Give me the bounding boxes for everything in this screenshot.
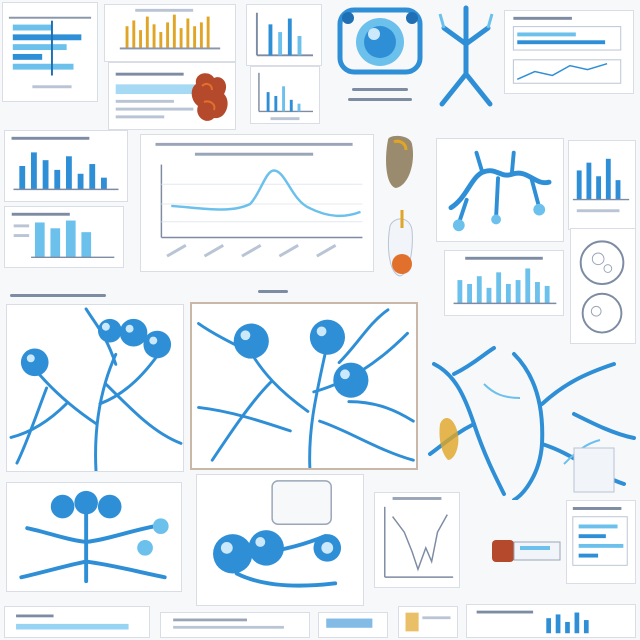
organ-illustration-icon xyxy=(191,73,228,121)
bottom-bars-sketch xyxy=(16,614,129,630)
bar-chart-icon xyxy=(572,158,630,213)
tile-bottom-strip-3 xyxy=(318,612,388,638)
tile-bottom-strip-5 xyxy=(466,604,636,638)
bar-strip-sketch xyxy=(119,8,221,50)
tile-bottom-strip-2 xyxy=(160,612,310,638)
blue-branching-vessel-icon xyxy=(428,346,636,500)
tile-tall-bar-strip xyxy=(104,4,236,62)
tile-bar-chart-right-1 xyxy=(568,140,636,230)
tile-bottom-strip-4 xyxy=(398,606,458,638)
tile-blue-ring-device xyxy=(334,4,426,78)
blue-ring-icon xyxy=(337,7,423,75)
tile-bubble-branch-left xyxy=(6,482,182,592)
tile-main-line-graph xyxy=(140,134,374,272)
mini-bar-sketch xyxy=(255,12,314,57)
tile-bubble-tree-left xyxy=(6,304,184,472)
circle-diagram-sketch xyxy=(579,240,625,334)
bottom-strip-sketch xyxy=(405,612,451,632)
blue-branching-vessel-icon xyxy=(438,5,494,107)
tile-vessel-tree-top xyxy=(434,4,498,122)
bar-table-sketch xyxy=(8,16,92,89)
bottom-strip-sketch xyxy=(173,618,284,629)
seed-illustration-icon xyxy=(386,135,414,277)
chart-right-lower-sketch xyxy=(572,507,628,566)
caption-scribble xyxy=(258,290,288,293)
caption-scribble xyxy=(348,98,412,101)
bar-chart-icon xyxy=(453,256,557,305)
tube-illustration-icon xyxy=(492,540,561,562)
blue-bubble-cluster-icon xyxy=(213,480,342,588)
tile-circle-diagram xyxy=(570,228,636,344)
tile-v-line-graph xyxy=(374,492,460,588)
tile-legend-panel xyxy=(108,62,236,130)
tile-organ-illustration xyxy=(188,66,234,128)
tile-chart-right-lower xyxy=(566,500,636,584)
tile-seed-illustrations xyxy=(380,130,426,290)
mini-chart-b-sketch xyxy=(258,72,313,121)
tile-tube-illustration xyxy=(490,530,564,574)
bottom-strip-sketch xyxy=(326,618,373,628)
tile-bubble-cluster-center xyxy=(196,474,364,606)
blue-bubble-cluster-icon xyxy=(19,490,169,584)
tile-bubble-tree-center xyxy=(190,302,418,470)
blue-bubble-cluster-icon xyxy=(9,307,183,471)
tile-line-bars-mini xyxy=(246,4,322,66)
tile-bar-chart-wide xyxy=(444,250,564,316)
tile-bottom-strip-1 xyxy=(4,606,150,638)
tile-bar-chart-left xyxy=(4,130,128,202)
tile-small-chart-b xyxy=(250,66,320,124)
bar-chart-icon xyxy=(11,212,115,259)
tile-vessel-network-large xyxy=(424,344,636,500)
bar-chart-icon xyxy=(11,136,119,191)
caption-scribble xyxy=(352,88,408,91)
line-graph-icon xyxy=(155,142,363,258)
tile-chart-top-right xyxy=(504,10,634,94)
chart-top-right-sketch xyxy=(512,16,622,84)
legend-panel-sketch xyxy=(115,72,204,119)
tile-bar-chart-left-2 xyxy=(4,206,124,268)
bottom-strip-sketch xyxy=(476,610,589,634)
tile-small-bar-table xyxy=(2,2,98,102)
caption-scribble xyxy=(10,294,106,297)
blue-branching-vessel-icon xyxy=(448,150,552,232)
tile-vessel-network-right xyxy=(436,138,564,242)
line-graph-icon xyxy=(384,497,454,578)
blue-bubble-cluster-icon xyxy=(197,308,415,468)
